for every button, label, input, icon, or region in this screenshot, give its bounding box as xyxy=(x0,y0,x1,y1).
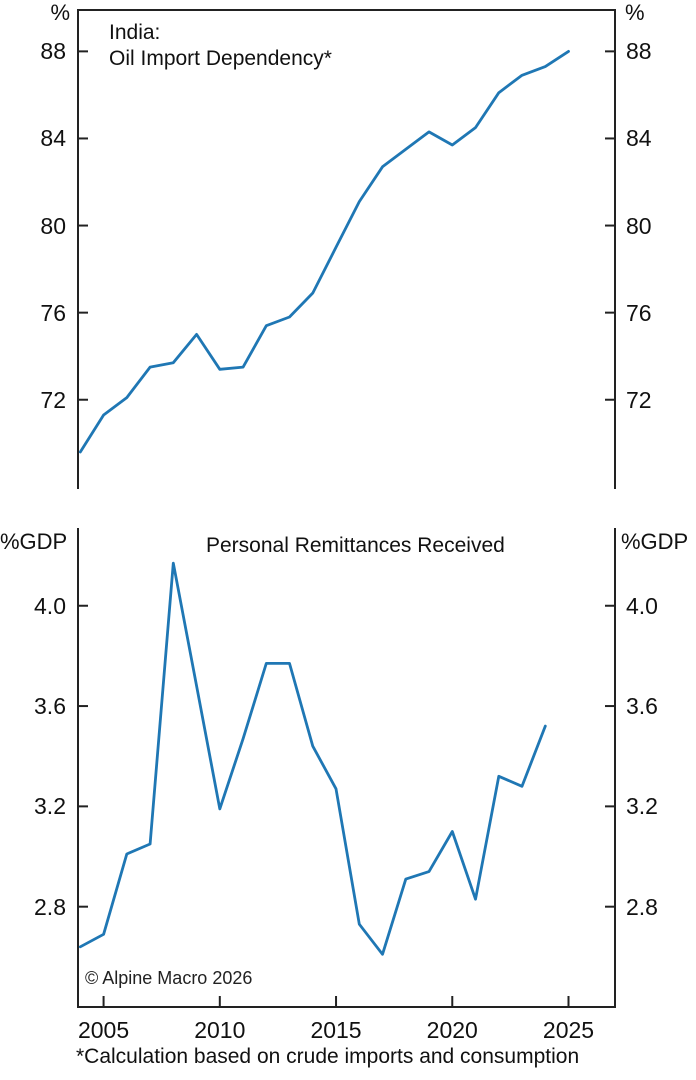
top-chart-unit-right: % xyxy=(625,0,645,25)
x-tick-label: 2005 xyxy=(77,1017,130,1043)
personal-remittances-data-line xyxy=(78,561,547,956)
bottom-chart-unit-right: %GDP xyxy=(621,529,689,554)
x-tick-label: 2025 xyxy=(542,1017,595,1043)
y-tick-label-right: 2.8 xyxy=(626,893,658,920)
footnote: *Calculation based on crude imports and … xyxy=(76,1045,580,1068)
y-tick-label-left: 72 xyxy=(40,386,66,413)
top-chart-unit-left: % xyxy=(50,0,70,25)
bottom-chart-title: Personal Remittances Received xyxy=(206,534,505,557)
copyright-note: © Alpine Macro 2026 xyxy=(85,968,253,988)
y-tick-label-left: 3.2 xyxy=(34,793,66,820)
y-tick-label-left: 3.6 xyxy=(34,693,66,720)
y-tick-label-right: 80 xyxy=(626,212,652,239)
oil-import-dependency-data-line xyxy=(78,50,570,454)
y-tick-label-right: 3.2 xyxy=(626,793,658,820)
y-tick-label-left: 88 xyxy=(40,38,66,65)
y-tick-label-left: 4.0 xyxy=(34,592,66,619)
x-tick-label: 2020 xyxy=(426,1017,478,1043)
top-chart-title-line2: Oil Import Dependency* xyxy=(109,47,332,70)
x-tick-label: 2010 xyxy=(194,1017,246,1043)
y-tick-label-left: 80 xyxy=(40,212,66,239)
y-tick-label-right: 84 xyxy=(626,125,652,152)
x-tick-label: 2015 xyxy=(310,1017,362,1043)
y-tick-label-right: 3.6 xyxy=(626,693,658,720)
top-chart-title: India: Oil Import Dependency* xyxy=(109,20,332,72)
y-tick-label-right: 72 xyxy=(626,386,652,413)
top-chart-title-line1: India: xyxy=(109,21,161,44)
y-tick-label-left: 76 xyxy=(40,299,66,326)
bottom-chart-unit-left: %GDP xyxy=(0,529,68,554)
oil-import-dependency-group xyxy=(77,9,616,489)
y-tick-label-right: 88 xyxy=(626,38,652,65)
y-tick-label-right: 76 xyxy=(626,299,652,326)
personal-remittances-group xyxy=(77,528,616,1008)
y-tick-label-left: 2.8 xyxy=(34,893,66,920)
y-tick-label-left: 84 xyxy=(40,125,66,152)
y-tick-label-right: 4.0 xyxy=(626,592,658,619)
